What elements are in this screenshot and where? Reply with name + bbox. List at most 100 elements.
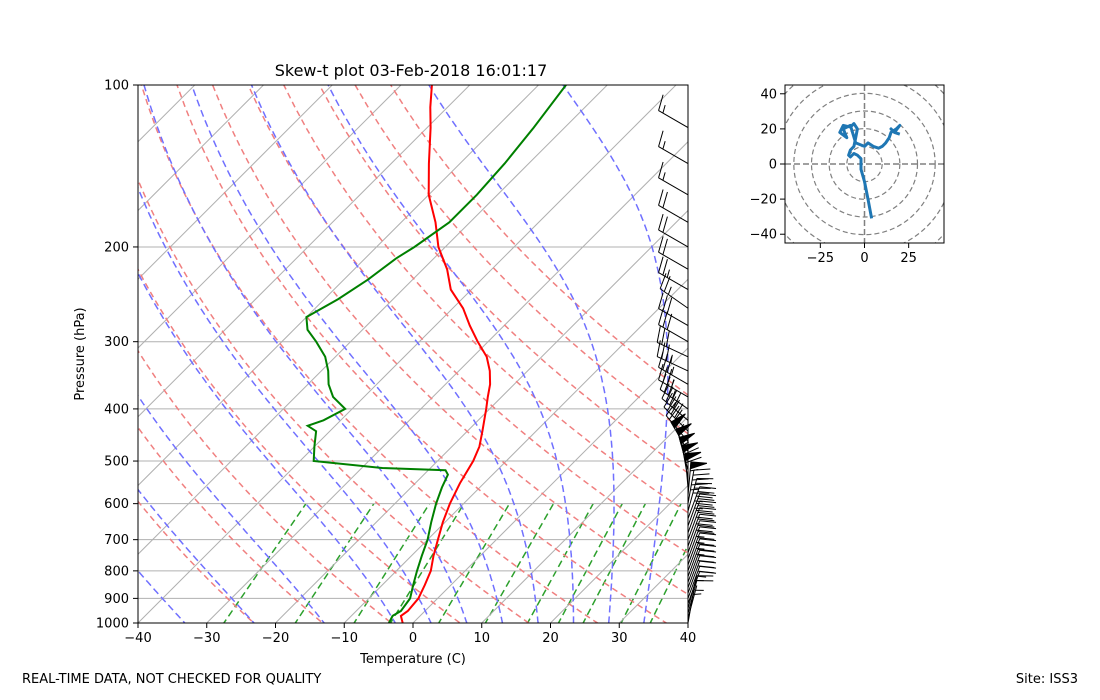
skewt-x-axis: −40 −30 −20 −10 0 10 20 30 40 — [124, 623, 696, 646]
dry-adiabat — [283, 85, 688, 514]
y-tick-label: 600 — [104, 497, 129, 512]
hodograph-rings — [785, 85, 944, 243]
isotherm-gridline — [138, 85, 539, 487]
dewpoint-profile-line — [305, 85, 567, 623]
mixing-ratio-line — [582, 503, 647, 623]
wind-barb — [687, 538, 717, 572]
moist-adiabat — [138, 394, 326, 623]
moist-adiabats — [138, 85, 669, 623]
wind-barb — [687, 544, 717, 577]
moist-adiabat — [428, 85, 615, 623]
wind-barb — [687, 520, 717, 553]
y-tick-label: 1000 — [96, 617, 129, 632]
wind-barb — [687, 513, 717, 547]
wind-barb — [687, 549, 717, 583]
hodo-y-tick-label: 0 — [769, 158, 777, 173]
wind-barb — [687, 500, 717, 534]
wind-barb — [658, 130, 689, 165]
dry-adiabat — [138, 349, 393, 623]
hodo-x-tick-label: 0 — [860, 251, 868, 266]
isotherm-gridline — [206, 141, 688, 623]
wind-barb — [658, 189, 689, 223]
wind-barb — [687, 585, 704, 619]
y-tick-label: 500 — [104, 455, 129, 470]
wind-barb — [687, 526, 717, 560]
wind-barb — [687, 507, 717, 540]
x-tick-label: −30 — [193, 631, 220, 646]
y-tick-label: 200 — [104, 240, 129, 255]
dry-adiabat — [138, 267, 462, 623]
dry-adiabat — [390, 85, 688, 396]
x-tick-label: 20 — [542, 631, 559, 646]
x-tick-label: 0 — [409, 631, 417, 646]
y-tick-label: 700 — [104, 533, 129, 548]
wind-barb — [663, 392, 689, 432]
hodograph-trace — [838, 122, 902, 219]
dry-adiabat — [354, 85, 688, 435]
hodograph-ring — [828, 128, 901, 200]
wind-barb — [687, 532, 717, 566]
hodograph-wind-trace — [838, 122, 902, 219]
x-tick-label: 10 — [473, 631, 490, 646]
quality-disclaimer: REAL-TIME DATA, NOT CHECKED FOR QUALITY — [22, 672, 322, 687]
dry-adiabat — [138, 426, 324, 623]
moist-adiabat — [327, 85, 575, 623]
isotherm-gridline — [481, 416, 688, 623]
isotherm-gridline — [138, 85, 471, 418]
isotherm-gridline — [550, 484, 688, 623]
dry-adiabat — [138, 177, 531, 623]
x-tick-label: 40 — [680, 631, 697, 646]
dry-adiabat — [247, 85, 688, 555]
skewt-x-label: Temperature (C) — [359, 652, 466, 667]
isotherm-gridline — [138, 85, 677, 623]
mixing-ratio-line — [294, 503, 375, 623]
x-tick-label: −10 — [331, 631, 358, 646]
wind-barb — [658, 161, 689, 196]
wind-barb — [658, 236, 689, 270]
wind-barb — [658, 256, 689, 290]
x-tick-label: −40 — [124, 631, 151, 646]
mixing-ratio-line — [484, 503, 555, 623]
x-tick-label: 30 — [611, 631, 628, 646]
wind-barb — [665, 401, 689, 442]
temperature-profile-line — [399, 85, 492, 623]
hodograph-ring — [793, 92, 936, 236]
dry-adiabat — [176, 85, 668, 623]
wind-barb — [687, 477, 714, 512]
moist-adiabat — [250, 85, 539, 623]
isotherm-gridline — [138, 85, 608, 555]
dry-adiabat — [318, 85, 688, 474]
wind-barbs — [656, 94, 717, 624]
wind-barb — [687, 493, 717, 527]
isotherm-gridline — [343, 278, 688, 623]
hodo-x-tick-label: 25 — [900, 251, 917, 266]
dry-adiabats — [138, 85, 688, 623]
wind-barb — [687, 555, 717, 588]
wind-barb — [687, 461, 708, 496]
wind-barb — [658, 308, 689, 343]
hodograph-plot-area — [785, 85, 944, 243]
hodo-y-tick-label: −20 — [750, 193, 777, 208]
hodograph-axes: −25 0 25 −40 −20 0 20 40 — [750, 87, 917, 266]
wind-barb — [687, 468, 711, 504]
isotherm-gridline — [138, 85, 264, 212]
skewt-title: Skew-t plot 03-Feb-2018 16:01:17 — [275, 61, 548, 80]
hodo-x-tick-label: −25 — [807, 251, 834, 266]
mixing-ratio-line — [353, 503, 431, 623]
site-label: Site: ISS3 — [1015, 672, 1078, 687]
wind-barb — [656, 326, 689, 358]
moist-adiabat — [191, 85, 504, 623]
skewt-y-label: Pressure (hPa) — [73, 307, 88, 400]
moist-adiabat — [138, 186, 432, 623]
isotherm-gridline — [275, 209, 688, 623]
y-tick-label: 400 — [104, 402, 129, 417]
wind-barb — [658, 292, 689, 327]
hodo-y-tick-label: 20 — [760, 122, 777, 137]
wind-barb — [658, 213, 689, 248]
mixing-ratio-line — [620, 503, 682, 623]
skewt-y-axis: 1000 900 800 700 600 500 400 300 200 100 — [96, 79, 138, 632]
hodo-y-tick-label: 40 — [760, 87, 777, 102]
y-tick-label: 100 — [104, 79, 129, 94]
